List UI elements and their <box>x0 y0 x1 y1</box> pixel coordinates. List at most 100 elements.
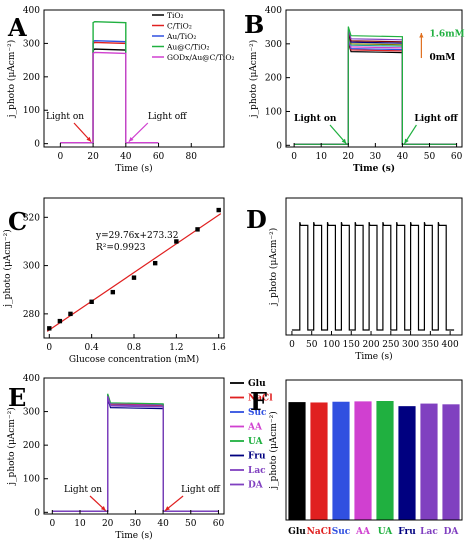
C-data-point <box>195 227 200 232</box>
D-ylabel: j_photo (μAcm⁻²) <box>268 228 279 306</box>
panel-C: C 0 0.4 0.8 1.2 1.6 280 300 320 y=29.76x+273.32 R²… <box>2 197 227 365</box>
A-series-line <box>60 51 159 144</box>
E-xtick-label: 10 <box>74 519 86 529</box>
C-xtick-label: 0.8 <box>127 343 142 353</box>
A-legend-label: TiO₂ <box>167 11 184 20</box>
F-bar <box>354 401 372 520</box>
A-xlabel: Time (s) <box>115 163 152 174</box>
E-xtick-label: 20 <box>102 519 114 529</box>
F-plot-frame <box>285 379 463 521</box>
A-ytick-label: 200 <box>23 73 40 83</box>
A-annotation-light-off: Light off <box>148 112 187 122</box>
C-data-point <box>89 299 94 304</box>
A-legend-label: Au@C/TiO₂ <box>166 43 210 52</box>
A-plot-frame <box>43 9 225 148</box>
panel-D: D 0 50 100 150 200 250 300 350 400 Time (s) j_photo… <box>246 197 463 362</box>
panel-letter-F: F <box>250 387 267 416</box>
C-equation: y=29.76x+273.32 <box>95 231 179 241</box>
B-ylabel: j_photo (μAcm⁻²) <box>248 40 259 118</box>
B-series-line <box>294 34 457 145</box>
A-xtick-label: 40 <box>120 152 132 162</box>
C-data-point <box>110 289 116 295</box>
F-category-label: Glu <box>288 527 306 537</box>
C-fit-line <box>46 213 222 332</box>
F-category-label: NaCl <box>307 527 332 537</box>
A-ytick-label: 300 <box>23 39 40 49</box>
F-category-label: DA <box>444 527 460 537</box>
D-xtick-label: 400 <box>442 340 459 350</box>
B-arrow-light-off-head <box>404 138 409 144</box>
E-ytick-label: 200 <box>23 441 40 451</box>
E-legend-label: DA <box>248 481 264 491</box>
B-plot-frame <box>285 9 463 148</box>
A-series-line <box>60 48 159 144</box>
E-annotation-light-on: Light on <box>64 485 102 495</box>
B-xlabel: Time (s) <box>353 163 395 174</box>
E-xtick-label: 40 <box>157 519 169 529</box>
B-ytick-label: 0 <box>276 141 282 151</box>
B-xtick-label: 0 <box>291 152 297 162</box>
A-xtick-label: 20 <box>87 152 99 162</box>
A-ytick-label: 400 <box>23 6 40 16</box>
D-xtick-label: 300 <box>402 340 419 350</box>
A-legend-label: C/TiO₂ <box>167 22 192 31</box>
A-legend-label: Au/TiO₂ <box>166 32 196 41</box>
B-ytick-label: 400 <box>265 6 282 16</box>
D-xtick-label: 100 <box>323 340 340 350</box>
panel-B: B 0 10 20 30 40 50 60 0 100 200 300 400 Time (s) j_pho… <box>244 6 465 174</box>
A-annotation-light-on: Light on <box>46 112 84 122</box>
panel-E: E 0 10 20 30 40 50 60 0 100 200 300 400 Time (s) j_pho… <box>6 374 273 541</box>
C-xlabel: Glucose concentration (mM) <box>69 354 199 365</box>
C-xtick-label: 0.4 <box>84 343 99 353</box>
C-ytick-label: 280 <box>23 310 40 320</box>
A-ytick-label: 0 <box>34 140 40 150</box>
panel-letter-C: C <box>8 207 27 236</box>
F-bar <box>398 406 416 520</box>
F-bar <box>288 402 306 520</box>
E-ytick-label: 100 <box>23 475 40 485</box>
B-xtick-label: 50 <box>424 152 436 162</box>
F-category-label: Lac <box>420 527 438 537</box>
E-plot-frame <box>43 377 225 515</box>
E-legend-label: Glu <box>248 379 266 389</box>
A-legend-label: GODx/Au@C/TiO₂ <box>167 53 234 62</box>
E-annotation-light-off: Light off <box>181 485 220 495</box>
E-ytick-label: 400 <box>23 374 40 384</box>
B-xtick-label: 30 <box>370 152 382 162</box>
F-bar <box>420 403 438 520</box>
B-series-line <box>294 32 457 145</box>
A-arrow-light-off-head <box>128 136 134 142</box>
C-plot-frame <box>43 197 225 339</box>
A-ytick-label: 100 <box>23 106 40 116</box>
B-xtick-label: 60 <box>451 152 463 162</box>
D-series-line <box>291 221 455 331</box>
E-legend-label: NaCl <box>248 394 273 404</box>
C-data-point <box>216 207 221 213</box>
panel-A: A 0 20 40 60 80 0 100 200 300 400 Time (s) j_photo (… <box>6 6 234 174</box>
E-legend-label: Suc <box>248 408 267 418</box>
D-xlabel: Time (s) <box>355 351 392 362</box>
C-data-point <box>131 275 137 280</box>
panel-letter-D: D <box>246 205 267 234</box>
F-category-label: UA <box>378 527 394 537</box>
C-xtick-label: 1.6 <box>212 343 227 353</box>
C-ylabel: j_photo (μAcm⁻²) <box>2 229 13 307</box>
C-xtick-label: 1.2 <box>169 343 183 353</box>
C-data-point <box>152 260 158 266</box>
E-xtick-label: 50 <box>185 519 197 529</box>
E-legend-label: AA <box>247 423 263 433</box>
B-ytick-label: 100 <box>265 107 282 117</box>
D-xtick-label: 150 <box>343 340 360 350</box>
F-bar <box>442 404 460 520</box>
B-xtick-label: 40 <box>397 152 409 162</box>
A-arrow-light-on-head <box>86 136 92 142</box>
B-arrow-light-on-head <box>341 138 347 144</box>
B-xtick-label: 10 <box>315 152 327 162</box>
E-arrow-light-off-head <box>165 506 170 511</box>
E-legend-label: Fru <box>248 452 266 462</box>
C-data-point <box>68 311 73 317</box>
C-data-point <box>174 239 179 244</box>
D-xtick-label: 250 <box>382 340 399 350</box>
